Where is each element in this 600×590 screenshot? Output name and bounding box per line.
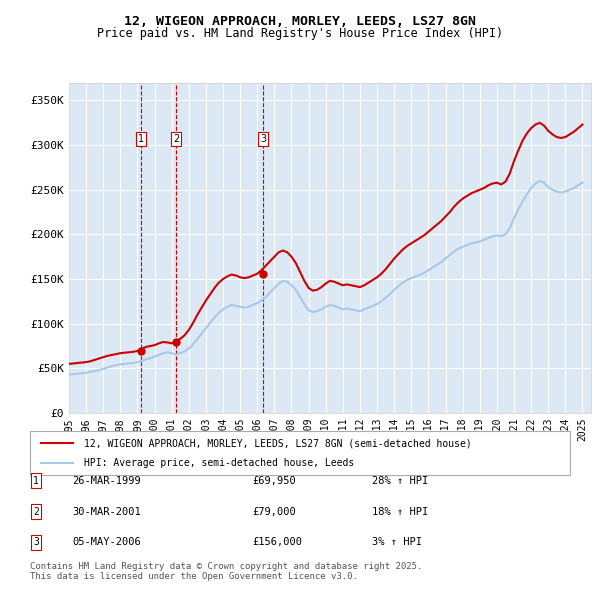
FancyBboxPatch shape	[30, 431, 570, 475]
Text: HPI: Average price, semi-detached house, Leeds: HPI: Average price, semi-detached house,…	[84, 458, 354, 467]
Text: 1: 1	[139, 134, 145, 144]
Text: 2: 2	[173, 134, 179, 144]
Text: 1: 1	[33, 476, 39, 486]
Text: £79,000: £79,000	[252, 507, 296, 516]
Text: 12, WIGEON APPROACH, MORLEY, LEEDS, LS27 8GN: 12, WIGEON APPROACH, MORLEY, LEEDS, LS27…	[124, 15, 476, 28]
Text: £156,000: £156,000	[252, 537, 302, 547]
Text: Contains HM Land Registry data © Crown copyright and database right 2025.
This d: Contains HM Land Registry data © Crown c…	[30, 562, 422, 581]
Text: 05-MAY-2006: 05-MAY-2006	[72, 537, 141, 547]
Text: 30-MAR-2001: 30-MAR-2001	[72, 507, 141, 516]
Text: 3% ↑ HPI: 3% ↑ HPI	[372, 537, 422, 547]
Text: Price paid vs. HM Land Registry's House Price Index (HPI): Price paid vs. HM Land Registry's House …	[97, 27, 503, 40]
Text: 28% ↑ HPI: 28% ↑ HPI	[372, 476, 428, 486]
Text: 18% ↑ HPI: 18% ↑ HPI	[372, 507, 428, 516]
Text: 12, WIGEON APPROACH, MORLEY, LEEDS, LS27 8GN (semi-detached house): 12, WIGEON APPROACH, MORLEY, LEEDS, LS27…	[84, 438, 472, 448]
Text: £69,950: £69,950	[252, 476, 296, 486]
Text: 2: 2	[33, 507, 39, 516]
Text: 3: 3	[260, 134, 266, 144]
Text: 26-MAR-1999: 26-MAR-1999	[72, 476, 141, 486]
Text: 3: 3	[33, 537, 39, 547]
